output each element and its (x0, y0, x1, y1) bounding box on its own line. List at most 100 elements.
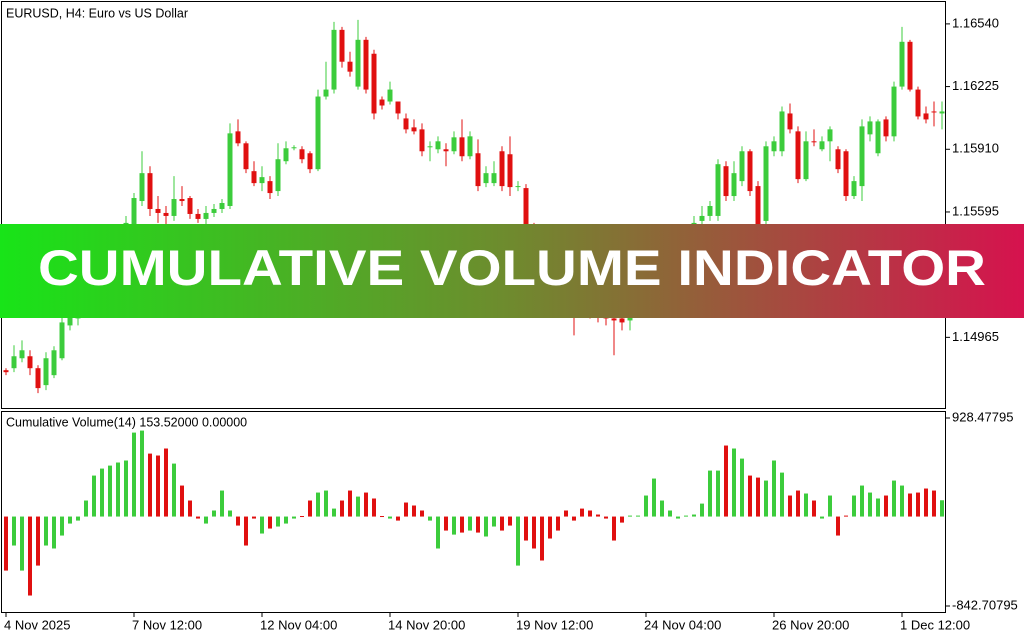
candle-body (515, 186, 521, 188)
volume-bar (540, 516, 544, 561)
candle-body (483, 173, 489, 184)
volume-bar (932, 490, 936, 517)
candle-body (139, 173, 145, 202)
volume-bar (812, 500, 816, 517)
candle-body (843, 151, 849, 197)
volume-bar (172, 463, 176, 517)
candle-body (331, 29, 337, 90)
candle-body (67, 312, 73, 326)
price-panel (1, 1, 946, 409)
candle-body (931, 111, 937, 113)
volume-bar (908, 493, 912, 517)
candle-body (11, 356, 17, 369)
x-tick-label: 7 Nov 12:00 (132, 617, 202, 632)
volume-bar (220, 490, 224, 517)
candle-body (507, 154, 513, 188)
volume-bar (420, 510, 424, 517)
volume-bar (300, 516, 304, 518)
volume-bar (28, 516, 32, 596)
volume-bar (804, 493, 808, 517)
volume-bar (340, 500, 344, 517)
volume-bar (556, 516, 560, 531)
candle-body (795, 131, 801, 180)
volume-bar (580, 508, 584, 517)
volume-bar (36, 516, 40, 566)
volume-bar (620, 516, 624, 523)
candle-body (891, 86, 897, 137)
volume-bar (140, 430, 144, 517)
candle-body (827, 129, 833, 142)
candle-body (195, 213, 201, 219)
indicator-title: Cumulative Volume(14) 153.52000 0.00000 (6, 415, 247, 429)
volume-bar (20, 516, 24, 571)
volume-bar (508, 516, 512, 526)
volume-bar (628, 515, 632, 517)
candle-body (755, 186, 761, 226)
candle-body (867, 121, 873, 135)
y-tick-label: 1.16540 (952, 15, 999, 30)
candle-body (715, 164, 721, 216)
candle-body (875, 121, 881, 154)
candle-body (915, 89, 921, 117)
volume-bar (780, 472, 784, 517)
volume-bar (796, 490, 800, 517)
volume-bar (644, 495, 648, 517)
candle-body (731, 173, 737, 197)
volume-bar (436, 516, 440, 549)
x-tick-label: 12 Nov 04:00 (260, 617, 337, 632)
candle-body (219, 203, 225, 209)
volume-bar (452, 516, 456, 535)
candle-body (307, 153, 313, 170)
candle-body (323, 89, 329, 97)
volume-bar (660, 500, 664, 517)
volume-bar (212, 510, 216, 517)
candle-body (819, 141, 825, 150)
volume-bar (636, 515, 640, 517)
candle-body (611, 318, 617, 321)
candle-body (371, 53, 377, 114)
volume-bar (364, 492, 368, 517)
candle-body (235, 131, 241, 144)
volume-bar (492, 516, 496, 527)
volume-bar (868, 492, 872, 517)
volume-bar (428, 516, 432, 521)
candle-body (779, 111, 785, 152)
candle-body (355, 39, 361, 87)
volume-bar (396, 516, 400, 521)
volume-bar (876, 498, 880, 517)
volume-bar (236, 516, 240, 526)
volume-bar (836, 516, 840, 536)
volume-bar (596, 514, 600, 517)
candle-body (43, 358, 49, 386)
candle-body (387, 89, 393, 102)
volume-bar (516, 516, 520, 566)
candle-body (747, 151, 753, 192)
volume-bar (404, 502, 408, 517)
chart-title: EURUSD, H4: Euro vs US Dollar (6, 6, 188, 20)
y-tick-label: 1.14965 (952, 329, 999, 344)
volume-bar (924, 488, 928, 517)
volume-bar (684, 515, 688, 517)
volume-bar (740, 458, 744, 517)
plot: 1.16540 1.16225 1.15910 1.15595 1.14965 4 Nov… (3, 15, 1018, 632)
volume-bar (412, 505, 416, 517)
volume-bar (564, 510, 568, 517)
candle-body (243, 143, 249, 170)
volume-bar (260, 516, 264, 534)
volume-bar (756, 477, 760, 517)
volume-bar (380, 516, 384, 518)
candle-body (499, 151, 505, 187)
volume-bar (500, 516, 504, 531)
candle-body (267, 181, 273, 194)
volume-bar (316, 492, 320, 517)
volume-bar (788, 495, 792, 517)
x-tick-label: 4 Nov 2025 (4, 617, 71, 632)
volume-bar (820, 516, 824, 519)
volume-bar (100, 468, 104, 517)
candle-body (259, 177, 265, 184)
candle-body (171, 199, 177, 216)
candle-body (403, 118, 409, 130)
candle-body (163, 212, 169, 216)
